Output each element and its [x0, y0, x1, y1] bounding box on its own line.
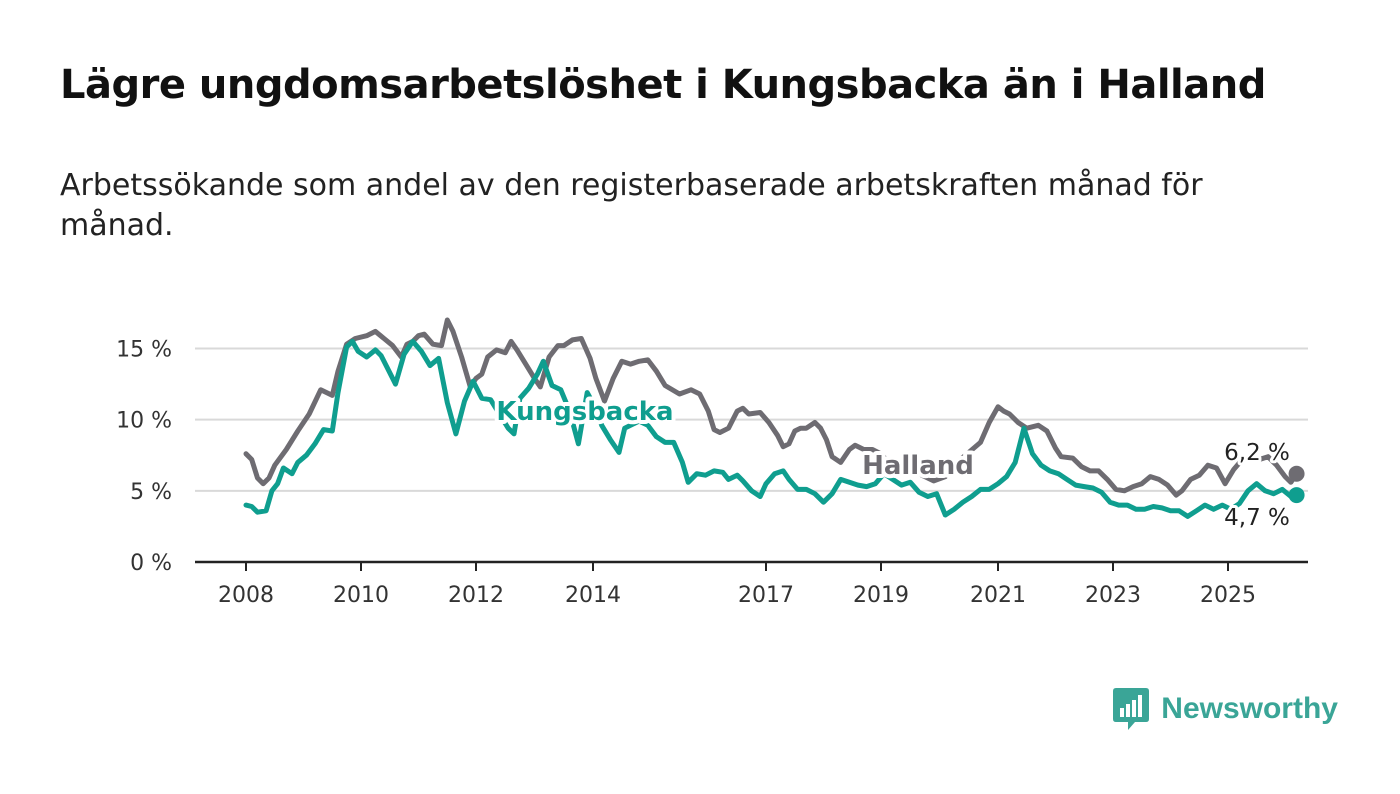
y-tick-label: 5 %: [130, 480, 172, 505]
x-tick-label: 2023: [1085, 583, 1141, 608]
end-point-halland: [1288, 465, 1305, 482]
y-tick-label: 10 %: [116, 409, 172, 434]
bar-chart-speech-bubble-icon: [1113, 688, 1150, 730]
x-tick-label: 2021: [970, 583, 1026, 608]
x-tick-label: 2019: [853, 583, 909, 608]
newsworthy-logo[interactable]: Newsworthy: [1113, 688, 1338, 730]
page-title: Lägre ungdomsarbetslöshet i Kungsbacka ä…: [60, 62, 1266, 108]
end-label-halland-halo: 6,2 %: [1224, 440, 1290, 466]
end-label-halland: 6,2 %: [1224, 440, 1290, 466]
end-label-kungsbacka: 4,7 %: [1224, 505, 1290, 531]
x-tick-label: 2012: [448, 583, 504, 608]
end-label-kungsbacka-halo: 4,7 %: [1224, 505, 1290, 531]
series-label-kungsbacka-halo: Kungsbacka: [496, 397, 673, 427]
x-tick-label: 2014: [565, 583, 621, 608]
chart-subtitle: Arbetssökande som andel av den registerb…: [60, 168, 1203, 243]
series-label-kungsbacka: Kungsbacka: [496, 397, 673, 427]
x-tick-label: 2008: [218, 583, 274, 608]
series-label-halland: Halland: [862, 451, 974, 481]
series-line-kungsbacka: [243, 338, 1300, 519]
y-tick-label: 15 %: [116, 337, 172, 362]
series-line-halland: [243, 317, 1300, 498]
x-tick-label: 2010: [333, 583, 389, 608]
brand-name: Newsworthy: [1161, 692, 1338, 725]
series-label-halland-halo: Halland: [862, 451, 974, 481]
y-tick-label: 0 %: [130, 551, 172, 576]
x-tick-label: 2025: [1200, 583, 1256, 608]
end-point-kungsbacka: [1288, 487, 1305, 504]
x-tick-label: 2017: [738, 583, 794, 608]
